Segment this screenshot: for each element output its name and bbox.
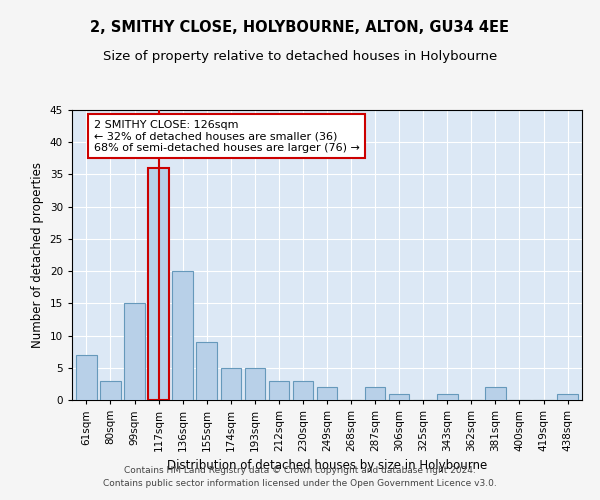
Bar — [293, 380, 313, 400]
Bar — [148, 168, 169, 400]
Bar — [196, 342, 217, 400]
Text: 2, SMITHY CLOSE, HOLYBOURNE, ALTON, GU34 4EE: 2, SMITHY CLOSE, HOLYBOURNE, ALTON, GU34… — [91, 20, 509, 35]
Bar — [269, 380, 289, 400]
Bar — [317, 387, 337, 400]
X-axis label: Distribution of detached houses by size in Holybourne: Distribution of detached houses by size … — [167, 460, 487, 472]
Bar — [76, 355, 97, 400]
Text: 2 SMITHY CLOSE: 126sqm
← 32% of detached houses are smaller (36)
68% of semi-det: 2 SMITHY CLOSE: 126sqm ← 32% of detached… — [94, 120, 359, 153]
Bar — [485, 387, 506, 400]
Bar — [437, 394, 458, 400]
Bar — [221, 368, 241, 400]
Bar — [172, 271, 193, 400]
Bar — [100, 380, 121, 400]
Bar — [245, 368, 265, 400]
Text: Contains HM Land Registry data © Crown copyright and database right 2024.
Contai: Contains HM Land Registry data © Crown c… — [103, 466, 497, 487]
Bar — [365, 387, 385, 400]
Bar — [124, 304, 145, 400]
Bar — [557, 394, 578, 400]
Bar — [389, 394, 409, 400]
Text: Size of property relative to detached houses in Holybourne: Size of property relative to detached ho… — [103, 50, 497, 63]
Y-axis label: Number of detached properties: Number of detached properties — [31, 162, 44, 348]
